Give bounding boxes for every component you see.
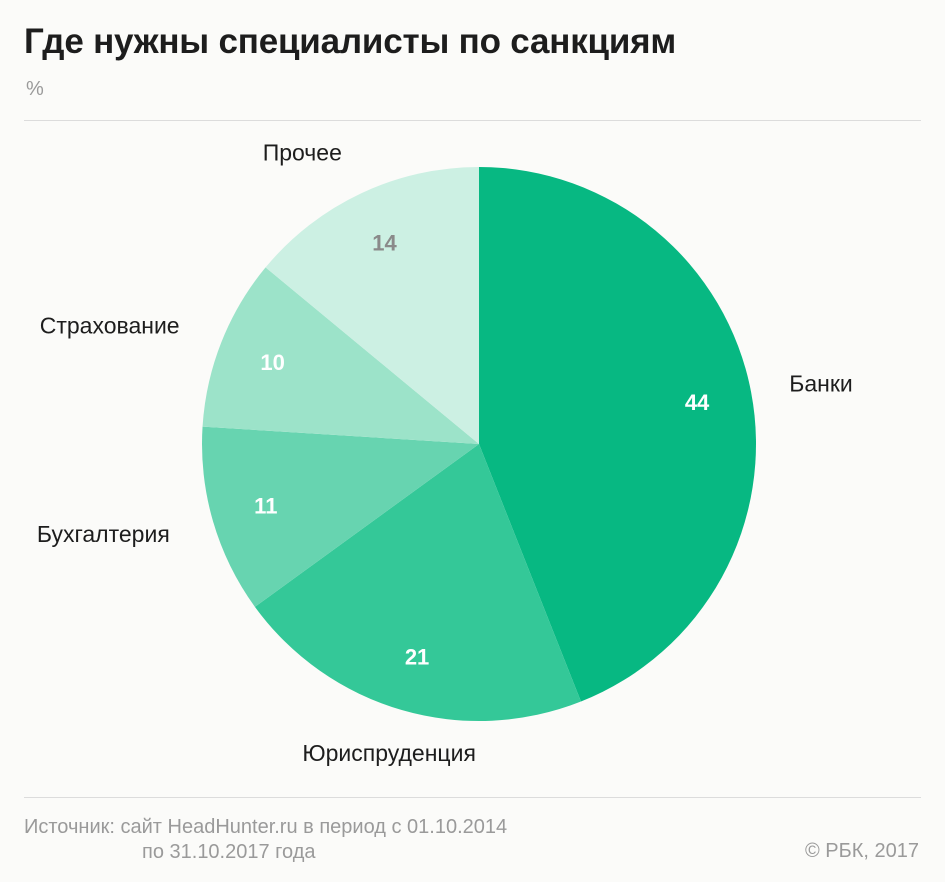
unit-label: %: [26, 78, 44, 100]
pie-slice-1: [479, 167, 757, 702]
slice-value-label-1: 44: [685, 390, 710, 415]
slice-value-label-5: 14: [372, 231, 397, 256]
slice-category-label-2: Юриспруденция: [302, 740, 476, 766]
pie-slice-5: [265, 167, 479, 444]
slice-category-label-1: Банки: [789, 371, 853, 397]
bottom-divider: [24, 797, 921, 798]
pie-slice-2: [254, 444, 581, 722]
chart-title: Где нужны специалисты по санкциям: [24, 22, 677, 61]
source-line-2: по 31.10.2017 года: [142, 841, 316, 863]
credit: © РБК, 2017: [804, 840, 919, 862]
source-note: Источник: сайт HeadHunter.ru в период с …: [24, 815, 507, 865]
slice-value-label-4: 10: [260, 350, 284, 375]
slice-category-label-5: Прочее: [263, 140, 342, 166]
slice-category-label-3: Бухгалтерия: [37, 521, 170, 547]
slice-value-label-3: 11: [254, 493, 277, 518]
pie-slice-4: [202, 267, 479, 444]
slice-value-label-2: 21: [405, 645, 429, 670]
slice-category-label-4: Страхование: [40, 312, 180, 338]
source-line-1: Источник: сайт HeadHunter.ru в период с …: [24, 816, 508, 838]
pie-slice-3: [202, 426, 480, 607]
top-divider: [24, 120, 921, 121]
